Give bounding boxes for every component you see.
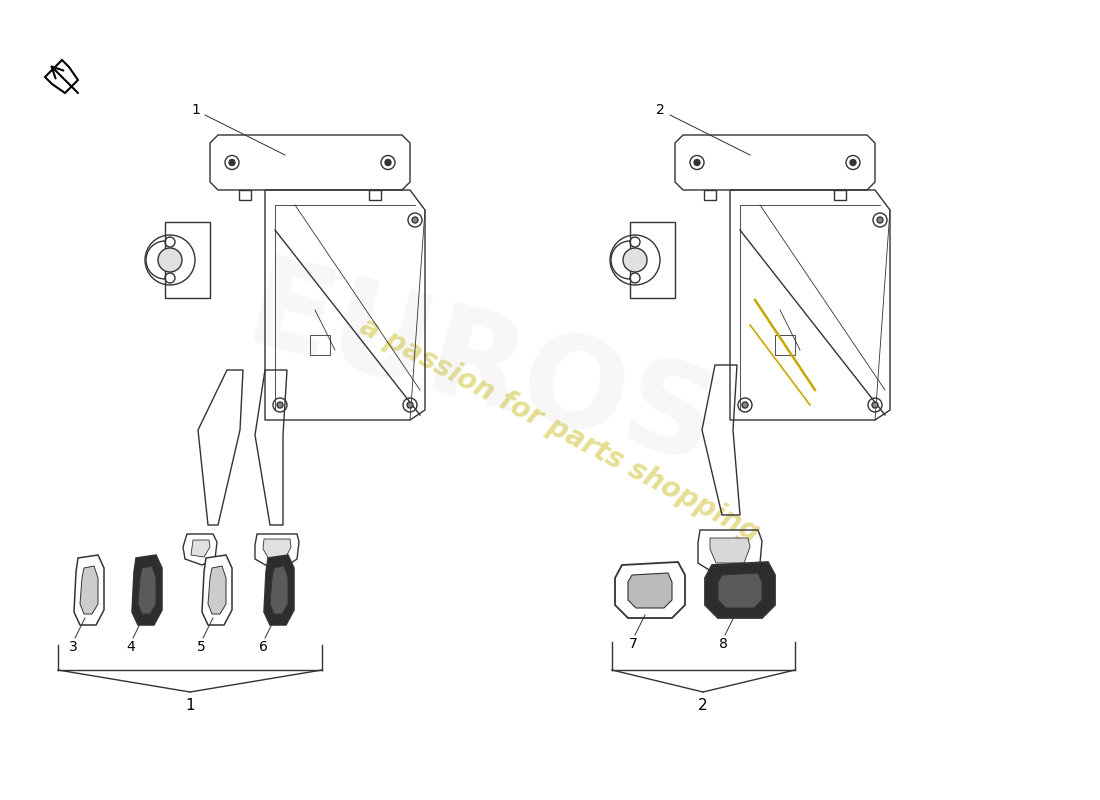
Polygon shape — [80, 566, 98, 614]
Text: 7: 7 — [628, 637, 637, 651]
Polygon shape — [710, 538, 750, 563]
Circle shape — [877, 217, 883, 223]
Circle shape — [742, 402, 748, 408]
Text: 1: 1 — [185, 698, 195, 713]
Text: EUROS: EUROS — [233, 250, 727, 490]
Polygon shape — [191, 540, 210, 557]
Polygon shape — [74, 555, 104, 625]
Polygon shape — [270, 566, 288, 614]
Polygon shape — [263, 539, 292, 559]
Circle shape — [623, 248, 647, 272]
Polygon shape — [208, 566, 226, 614]
Circle shape — [850, 159, 856, 166]
Text: 5: 5 — [197, 640, 206, 654]
Text: 4: 4 — [126, 640, 135, 654]
Circle shape — [412, 217, 418, 223]
Polygon shape — [615, 562, 685, 618]
Polygon shape — [264, 555, 294, 625]
Text: a passion for parts shopping: a passion for parts shopping — [355, 312, 764, 548]
Circle shape — [385, 159, 390, 166]
Polygon shape — [718, 573, 762, 608]
Circle shape — [158, 248, 182, 272]
Polygon shape — [138, 566, 156, 614]
Polygon shape — [202, 555, 232, 625]
Text: 2: 2 — [657, 103, 665, 117]
Text: 3: 3 — [68, 640, 77, 654]
Circle shape — [872, 402, 878, 408]
Text: 1: 1 — [191, 103, 200, 117]
Text: 2: 2 — [698, 698, 707, 713]
Text: 8: 8 — [718, 637, 727, 651]
Circle shape — [277, 402, 283, 408]
Polygon shape — [628, 573, 672, 608]
Circle shape — [407, 402, 412, 408]
Polygon shape — [132, 555, 162, 625]
Text: 6: 6 — [258, 640, 267, 654]
Polygon shape — [705, 562, 776, 618]
Polygon shape — [45, 60, 78, 93]
Circle shape — [694, 159, 700, 166]
Circle shape — [229, 159, 235, 166]
